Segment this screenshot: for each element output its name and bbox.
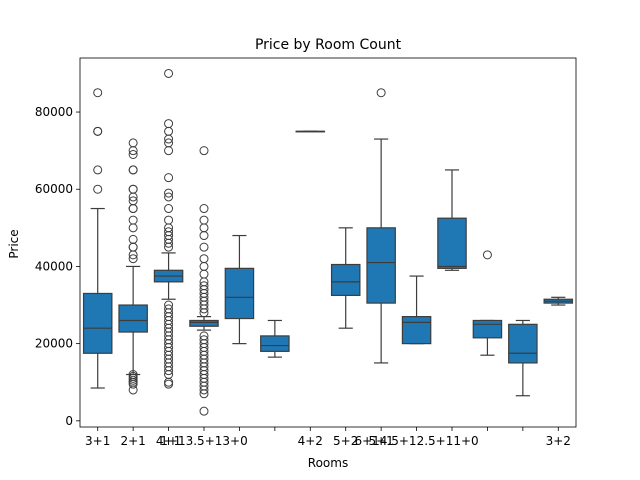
box	[189, 319, 219, 327]
outlier-point	[93, 165, 103, 175]
box-group	[118, 138, 148, 395]
outlier-point	[164, 138, 174, 148]
box	[508, 323, 538, 364]
box	[472, 319, 503, 339]
box-group	[437, 169, 467, 271]
outlier-point	[128, 223, 138, 233]
y-axis: 0 20000 40000 60000 80000	[35, 105, 80, 428]
outlier-point	[93, 126, 103, 136]
plot-frame	[79, 57, 577, 428]
box	[118, 304, 148, 333]
outlier-point	[164, 377, 174, 387]
outlier-point	[376, 88, 386, 98]
outlier-point	[199, 254, 209, 264]
outlier-point	[128, 149, 138, 159]
box-group	[224, 234, 255, 345]
outlier-point	[164, 68, 174, 78]
box	[366, 227, 396, 304]
chart-title: Price by Room Count	[255, 37, 402, 53]
outlier-point	[128, 138, 138, 148]
outlier-point	[199, 261, 209, 271]
box	[260, 335, 290, 352]
outlier-point	[199, 223, 209, 233]
box-group	[260, 319, 290, 358]
box-group	[295, 130, 326, 133]
outlier-point	[128, 215, 138, 225]
x-tick-label: 4+2	[298, 434, 323, 448]
outlier-point	[128, 165, 138, 175]
x-axis: 3+1 2+1 4+11+13.5+13+0 4+2 5+2 5+16+14.5+12.5…	[85, 427, 571, 448]
outlier-point	[199, 406, 209, 416]
box	[401, 316, 432, 345]
outlier-point	[164, 146, 174, 156]
y-tick-label: 60000	[35, 182, 73, 196]
x-tick-label: 5+1	[368, 434, 393, 448]
outlier-point	[164, 300, 174, 310]
box-group	[189, 146, 219, 416]
outlier-point	[164, 126, 174, 136]
box-group	[508, 319, 538, 397]
outlier-point	[199, 242, 209, 252]
x-tick-label: 3+1	[85, 434, 110, 448]
x-tick-label: 2+1	[120, 434, 145, 448]
outlier-point	[128, 196, 138, 206]
outlier-point	[199, 231, 209, 241]
x-tick-label: 1+13.5+13+0	[160, 434, 247, 448]
outlier-point	[164, 188, 174, 198]
outlier-point	[482, 250, 492, 260]
box-group	[401, 275, 432, 345]
outlier-point	[199, 331, 209, 341]
outlier-point	[128, 204, 138, 214]
outlier-point	[164, 227, 174, 237]
outlier-point	[128, 370, 138, 380]
y-axis-label: Price	[7, 229, 21, 258]
box-group	[153, 68, 184, 389]
outlier-point	[199, 146, 209, 156]
outlier-point	[199, 215, 209, 225]
box-group	[366, 88, 396, 364]
plot-area	[82, 68, 574, 416]
x-tick-label: 4+1	[156, 434, 181, 448]
outlier-point	[93, 184, 103, 194]
box	[82, 292, 113, 354]
y-tick-label: 0	[65, 414, 73, 428]
x-tick-label: 6+14.5+12.5+11+0	[354, 434, 478, 448]
outlier-point	[164, 173, 174, 183]
outlier-point	[164, 379, 174, 389]
y-tick-label: 40000	[35, 259, 73, 273]
outlier-point	[164, 215, 174, 225]
box-group	[82, 88, 113, 389]
outlier-point	[199, 281, 209, 291]
outlier-point	[93, 88, 103, 98]
x-axis-label: Rooms	[308, 456, 348, 470]
box-group	[330, 227, 361, 329]
outlier-point	[199, 269, 209, 279]
box	[224, 267, 255, 320]
x-tick-label: 5+2	[333, 434, 358, 448]
x-tick-label: 3+2	[546, 434, 571, 448]
y-tick-label: 20000	[35, 337, 73, 351]
outlier-point	[128, 254, 138, 264]
outlier-point	[164, 304, 174, 314]
outlier-point	[164, 192, 174, 202]
outlier-point	[164, 204, 174, 214]
outlier-point	[128, 242, 138, 252]
box	[437, 217, 467, 269]
outlier-point	[199, 204, 209, 214]
box-group	[543, 296, 574, 306]
outlier-point	[199, 335, 209, 345]
box	[330, 263, 361, 296]
outlier-point	[128, 234, 138, 244]
outlier-point	[128, 184, 138, 194]
outlier-point	[164, 119, 174, 129]
y-tick-label: 80000	[35, 105, 73, 119]
box-group	[472, 250, 503, 356]
